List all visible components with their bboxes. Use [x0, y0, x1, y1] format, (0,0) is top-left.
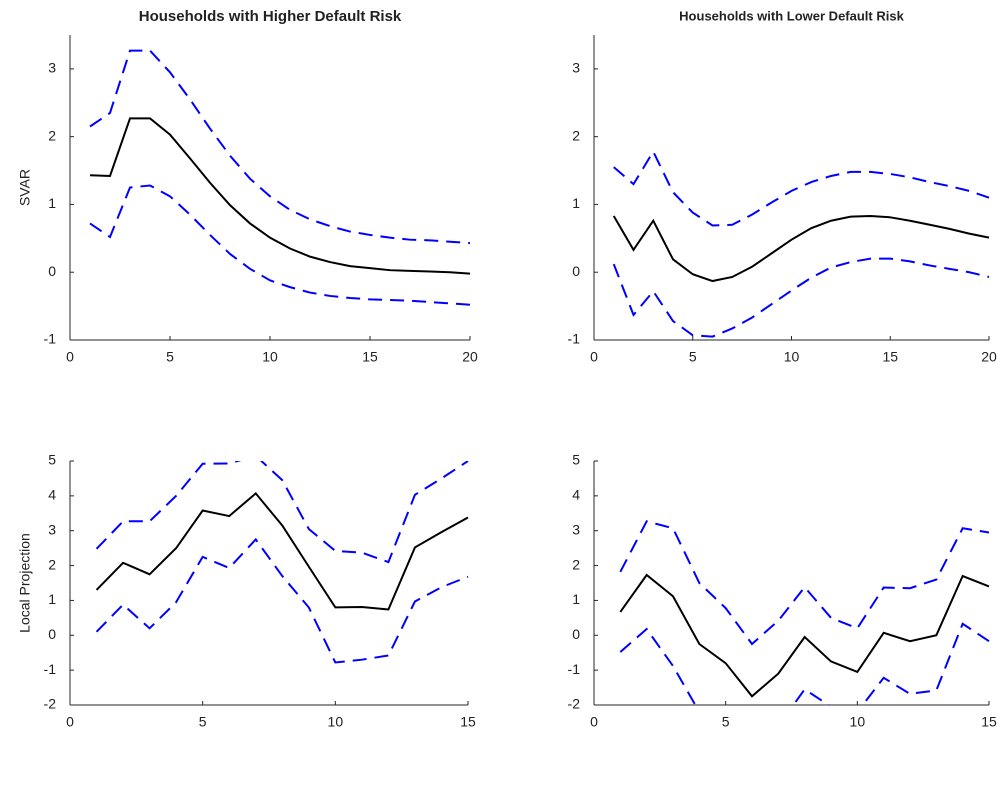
- x-tick-label: 15: [882, 349, 898, 365]
- y-tick-label: 4: [572, 487, 580, 503]
- y-tick-label: 0: [572, 626, 580, 642]
- plot-area: [89, 49, 471, 306]
- band-line: [89, 184, 471, 306]
- plot-area: [95, 461, 469, 664]
- y-tick-label: 3: [48, 521, 56, 537]
- x-tick-label: 20: [981, 349, 997, 365]
- y-tick-label: 1: [572, 591, 580, 607]
- band-line: [612, 257, 990, 338]
- x-tick-label: 5: [166, 349, 174, 365]
- y-tick-label: 1: [48, 195, 56, 211]
- x-tick-label: 15: [362, 349, 378, 365]
- subplot-title: Households with Lower Default Risk: [679, 8, 904, 23]
- x-tick-label: 15: [460, 714, 476, 730]
- y-tick-label: 2: [572, 127, 580, 143]
- band-line: [619, 520, 990, 646]
- band-line: [95, 461, 469, 564]
- y-tick-label: -1: [44, 661, 57, 677]
- y-tick-label: 2: [572, 556, 580, 572]
- median-line: [89, 117, 471, 275]
- y-tick-label: 0: [572, 263, 580, 279]
- x-tick-label: 0: [590, 714, 598, 730]
- y-tick-label: -1: [568, 331, 581, 347]
- y-tick-label: -1: [568, 661, 581, 677]
- band-line: [619, 622, 990, 705]
- median-line: [612, 214, 990, 283]
- y-tick-label: 5: [572, 452, 580, 468]
- y-tick-label: 5: [48, 452, 56, 468]
- x-tick-label: 0: [66, 349, 74, 365]
- median-line: [95, 491, 469, 611]
- y-tick-label: -2: [44, 696, 57, 712]
- x-tick-label: 5: [722, 714, 730, 730]
- x-tick-label: 5: [689, 349, 697, 365]
- x-tick-label: 5: [199, 714, 207, 730]
- x-tick-label: 10: [262, 349, 278, 365]
- y-tick-label: 2: [48, 556, 56, 572]
- y-tick-label: 0: [48, 263, 56, 279]
- y-tick-label: 3: [48, 60, 56, 76]
- band-line: [95, 537, 469, 664]
- plot-area: [612, 149, 990, 338]
- y-axis-label: SVAR: [17, 169, 33, 206]
- y-tick-label: 4: [48, 487, 56, 503]
- plot-area: [619, 520, 990, 705]
- y-tick-label: 3: [572, 60, 580, 76]
- x-tick-label: 10: [784, 349, 800, 365]
- y-tick-label: 1: [572, 195, 580, 211]
- x-tick-label: 20: [462, 349, 478, 365]
- band-line: [89, 49, 471, 245]
- y-tick-label: -1: [44, 331, 57, 347]
- x-tick-label: 0: [590, 349, 598, 365]
- y-tick-label: 2: [48, 127, 56, 143]
- x-tick-label: 15: [981, 714, 997, 730]
- y-tick-label: 3: [572, 521, 580, 537]
- x-tick-label: 10: [850, 714, 866, 730]
- y-tick-label: -2: [568, 696, 581, 712]
- y-axis-label: Local Projection: [17, 533, 33, 633]
- y-tick-label: 1: [48, 591, 56, 607]
- x-tick-label: 0: [66, 714, 74, 730]
- subplot-title: Households with Higher Default Risk: [139, 8, 402, 25]
- median-line: [619, 573, 990, 698]
- y-tick-label: 0: [48, 626, 56, 642]
- x-tick-label: 10: [328, 714, 344, 730]
- band-line: [613, 149, 990, 227]
